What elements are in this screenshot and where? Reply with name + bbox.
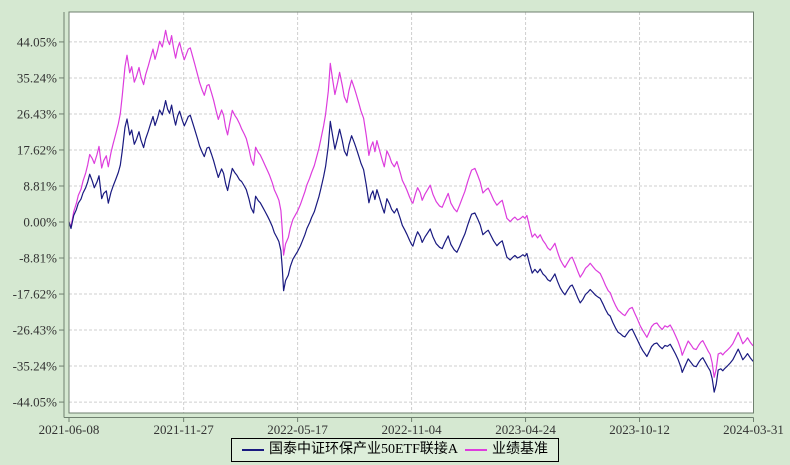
x-axis-tick-label: 2023-10-12 [609, 422, 670, 437]
chart-legend: 国泰中证环保产业50ETF联接A 业绩基准 [231, 438, 559, 462]
legend-item-benchmark: 业绩基准 [465, 441, 548, 459]
y-axis-tick-label: -44.05% [13, 395, 58, 410]
y-axis-tick-label: 17.62% [17, 142, 57, 157]
legend-label-fund: 国泰中证环保产业50ETF联接A [269, 442, 458, 457]
x-axis-tick-label: 2022-05-17 [267, 422, 328, 437]
fund-line-swatch-icon [242, 449, 264, 451]
y-axis-tick-label: -26.43% [13, 323, 58, 338]
chart-legend-wrap: 国泰中证环保产业50ETF联接A 业绩基准 [0, 438, 790, 462]
x-axis-tick-label: 2023-04-24 [495, 422, 556, 437]
y-axis-tick-label: 0.00% [23, 215, 57, 230]
y-axis-tick-label: 26.43% [17, 106, 57, 121]
plot-border [68, 11, 754, 414]
benchmark-line-swatch-icon [465, 449, 487, 451]
y-axis-tick-label: -35.24% [13, 359, 58, 374]
x-axis-tick-label: 2022-11-04 [381, 422, 442, 437]
x-axis-tick-label: 2021-11-27 [154, 422, 215, 437]
y-axis-tick-label: 44.05% [17, 34, 57, 49]
y-axis-tick-label: 8.81% [23, 178, 57, 193]
y-axis-tick-label: -8.81% [19, 251, 57, 266]
y-axis-tick-label: 35.24% [17, 70, 57, 85]
x-axis-tick-label: 2024-03-31 [723, 422, 784, 437]
legend-item-fund: 国泰中证环保产业50ETF联接A [242, 441, 458, 459]
fund-line [68, 99, 754, 393]
benchmark-line [68, 29, 754, 378]
x-axis-tick-label: 2021-06-08 [39, 422, 100, 437]
y-axis-tick-label: -17.62% [13, 287, 58, 302]
legend-label-benchmark: 业绩基准 [492, 442, 548, 457]
